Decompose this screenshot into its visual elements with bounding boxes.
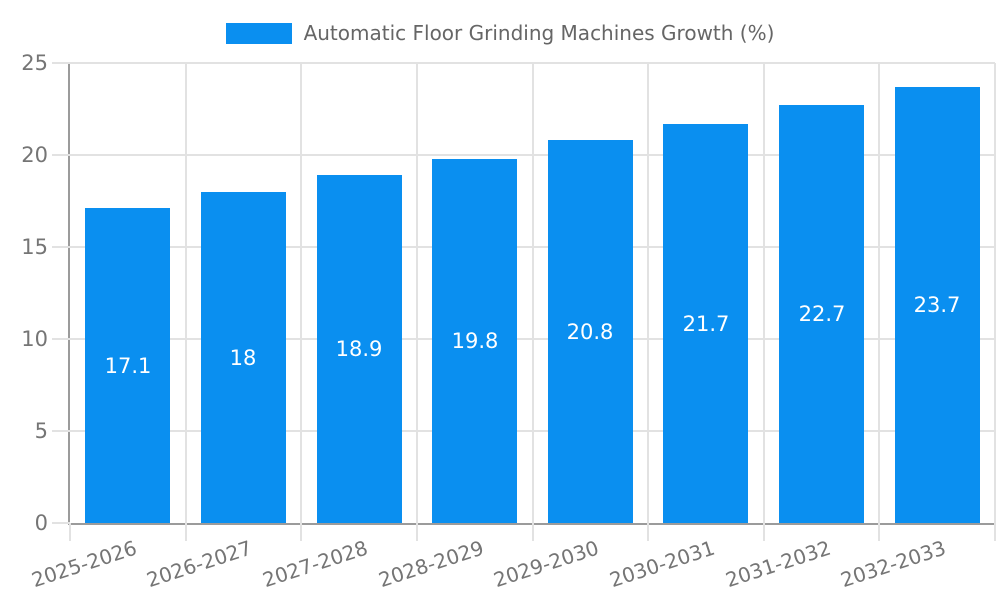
- bar: [779, 105, 864, 523]
- x-tick: [416, 523, 418, 541]
- bar-value-label: 19.8: [451, 329, 499, 353]
- x-tick: [763, 523, 765, 541]
- x-tick: [994, 523, 996, 541]
- x-tick: [647, 523, 649, 541]
- x-tick: [300, 523, 302, 541]
- y-tick: [52, 62, 70, 64]
- bar-value-label: 20.8: [566, 320, 614, 344]
- bar: [201, 192, 286, 523]
- plot-area: 0 5 10 15 20 25 17.1 2025-2026 18 2026-2027 18.9 20…: [21, 51, 996, 592]
- y-tick-label: 15: [21, 235, 48, 259]
- x-tick: [69, 523, 71, 541]
- x-gridline: [763, 63, 765, 523]
- bar: [895, 87, 980, 523]
- bar-value-label: 21.7: [682, 312, 730, 336]
- x-tick: [878, 523, 880, 541]
- bar-value-label: 18: [229, 346, 257, 370]
- x-tick: [532, 523, 534, 541]
- x-gridline: [647, 63, 649, 523]
- y-tick-label: 10: [21, 327, 48, 351]
- bar-value-label: 23.7: [913, 293, 961, 317]
- y-tick-label: 25: [21, 51, 48, 75]
- y-tick: [52, 154, 70, 156]
- y-tick-label: 5: [34, 419, 48, 443]
- bar: [317, 175, 402, 523]
- bar: [548, 140, 633, 523]
- x-gridline: [878, 63, 880, 523]
- y-tick: [52, 246, 70, 248]
- bar-value-label: 18.9: [335, 337, 383, 361]
- legend-swatch: [225, 22, 292, 44]
- legend: Automatic Floor Grinding Machines Growth…: [0, 21, 1000, 45]
- x-gridline: [416, 63, 418, 523]
- x-gridline: [185, 63, 187, 523]
- bar: [663, 124, 748, 523]
- x-gridline: [532, 63, 534, 523]
- y-tick: [52, 338, 70, 340]
- y-tick-label: 20: [21, 143, 48, 167]
- y-tick: [52, 430, 70, 432]
- x-tick: [185, 523, 187, 541]
- y-tick: [52, 522, 70, 524]
- x-gridline: [994, 63, 996, 523]
- bar: [85, 208, 170, 523]
- x-gridline: [300, 63, 302, 523]
- bar-value-label: 17.1: [104, 354, 152, 378]
- legend-label: Automatic Floor Grinding Machines Growth…: [303, 21, 775, 45]
- y-tick-label: 0: [34, 511, 48, 535]
- bar-value-label: 22.7: [798, 302, 846, 326]
- bar: [432, 159, 517, 523]
